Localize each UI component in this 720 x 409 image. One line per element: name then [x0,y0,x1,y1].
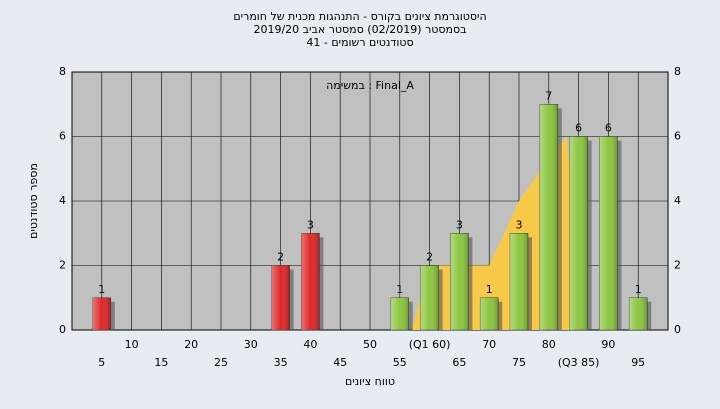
value-label: 2 [426,251,433,264]
value-label: 3 [307,218,314,231]
bar-shade [420,265,439,330]
title-line: סטודנטים רשומים - 41 [306,36,413,49]
x-tick-label: 90 [601,338,615,351]
x-tick-label: 15 [154,356,168,369]
value-label: 1 [486,283,493,296]
x-tick-label: 75 [512,356,526,369]
bar-shade [92,297,111,330]
x-tick-label: 70 [482,338,496,351]
y2-tick-label: 6 [674,130,681,143]
x-tick-label: (Q3 85) [558,356,600,369]
x-tick-label: 5 [98,356,105,369]
bar-shade [599,136,618,330]
x-tick-label: 50 [363,338,377,351]
value-label: 1 [396,283,403,296]
value-label: 1 [98,283,105,296]
x-tick-label: 35 [274,356,288,369]
y-axis-label: מספר סטודנטים [27,163,40,239]
value-label: 3 [456,218,463,231]
y2-tick-label: 2 [674,259,681,272]
bar-shade [510,233,528,330]
y2-tick-label: 8 [674,65,681,78]
y-tick-label: 0 [59,323,66,336]
bar-shade [301,233,320,330]
bar-shade [450,233,469,330]
bar-shade [271,265,290,330]
x-tick-label: 10 [125,338,139,351]
value-label: 1 [635,283,642,296]
title-line: היסטוגרמת ציונים בקורס - התנהגות מכנית ש… [233,10,486,23]
y-tick-label: 2 [59,259,66,272]
x-tick-label: (Q1 60) [409,338,451,351]
y-tick-label: 8 [59,65,66,78]
title-line: בסמסטר (02/2019) סמסטר אביב 2019/20 [253,23,466,36]
bar-shade [629,297,648,330]
bar-shade [539,104,558,330]
y2-tick-label: 4 [674,194,681,207]
x-tick-label: 55 [393,356,407,369]
x-tick-label: 25 [214,356,228,369]
bar-shade [480,297,499,330]
x-tick-label: 65 [452,356,466,369]
x-tick-label: 40 [303,338,317,351]
y2-tick-label: 0 [674,323,681,336]
y-tick-label: 6 [59,130,66,143]
x-tick-label: 30 [244,338,258,351]
value-label: 3 [516,218,523,231]
y-tick-label: 4 [59,194,66,207]
value-label: 2 [277,251,284,264]
x-tick-label: 45 [333,356,347,369]
value-label: 7 [545,89,552,102]
value-label: 6 [575,122,582,135]
bar-shade [390,297,409,330]
x-axis-label: טווח ציונים [345,375,395,388]
bar-shade [569,136,588,330]
value-label: 6 [605,122,612,135]
x-tick-label: 80 [542,338,556,351]
x-tick-label: 20 [184,338,198,351]
x-tick-label: 95 [631,356,645,369]
